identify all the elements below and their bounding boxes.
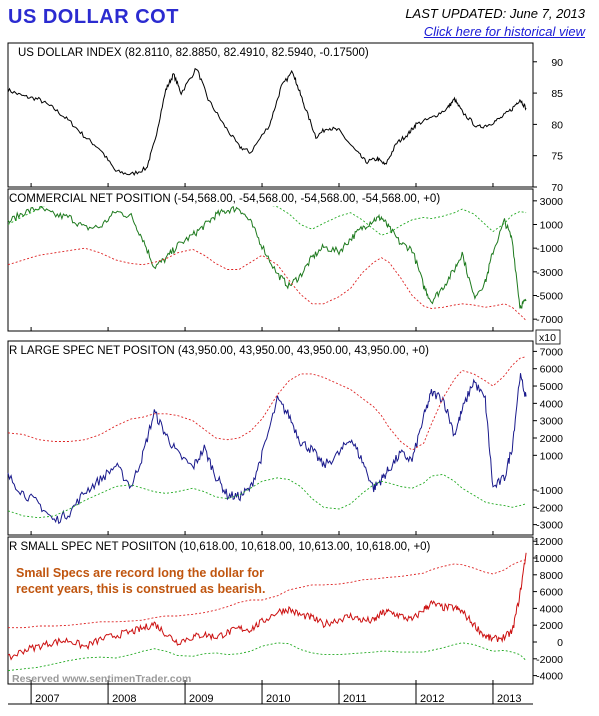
panel-title-bg xyxy=(9,539,434,554)
small-spec-upper-band-line xyxy=(8,559,527,629)
panel-frame xyxy=(7,42,534,188)
unit-label: x10 xyxy=(539,332,556,344)
y-tick-label: 7000 xyxy=(540,346,564,358)
y-tick-label: 2000 xyxy=(540,620,564,632)
y-tick-label: 0 xyxy=(557,637,563,649)
panel-frame xyxy=(7,188,534,332)
y-tick-label: 6000 xyxy=(540,364,564,376)
x-axis-label: 2011 xyxy=(343,693,367,705)
x-axis-label: 2010 xyxy=(266,693,290,705)
panel-title: R SMALL SPEC NET POSIITON (10,618.00, 10… xyxy=(9,541,431,553)
y-tick-label: -7000 xyxy=(536,314,563,326)
panel-commercial: 3000 1000 -1000 -3000 -5000 -7000 COMMERCIAL N… xyxy=(7,188,564,345)
commercial-lower-band-line xyxy=(7,247,527,321)
y-tick-label: 10000 xyxy=(534,553,563,565)
y-tick-label: 8000 xyxy=(540,570,564,582)
small-spec-net-position-line xyxy=(7,552,527,661)
y-tick-label: 80 xyxy=(551,119,563,131)
panel-title: R LARGE SPEC NET POSITON (43,950.00, 43,… xyxy=(9,345,429,357)
commercial-net-position-line xyxy=(7,205,527,309)
y-tick-label: 90 xyxy=(551,57,563,69)
watermark: Reserved www.sentimenTrader.com xyxy=(12,673,191,685)
panel-title-bg xyxy=(9,191,444,206)
annotation-text: recent years, this is construed as beari… xyxy=(16,582,265,596)
y-tick-label: -2000 xyxy=(536,654,563,666)
x-axis-label: 2008 xyxy=(112,693,136,705)
panel-title-bg xyxy=(9,45,372,60)
panel-small-spec: 12000 10000 8000 6000 4000 2000 0 -2000 -4000 R S… xyxy=(7,536,564,685)
unit-label-box xyxy=(535,329,561,345)
y-tick-label: -1000 xyxy=(536,243,563,255)
y-tick-label: 70 xyxy=(551,182,563,194)
y-tick-label: 3000 xyxy=(540,196,564,208)
y-tick-label: 3000 xyxy=(540,416,564,428)
panel-large-spec: 7000 6000 5000 4000 3000 2000 1000 -1000 -2000 -3… xyxy=(7,340,564,536)
large-spec-net-position-line xyxy=(7,373,527,525)
y-tick-label: -1000 xyxy=(536,485,563,497)
y-tick-label: -5000 xyxy=(536,291,563,303)
panel-frame xyxy=(7,340,534,536)
x-axis-label: 2007 xyxy=(35,693,59,705)
annotation-text: Small Specs are record long the dollar f… xyxy=(16,566,264,580)
historical-view-link[interactable]: Click here for historical view xyxy=(423,24,585,39)
panel-dollar-index: 90 85 80 75 70 US DOLLAR INDEX (82.8110, 82.8… xyxy=(7,42,563,194)
y-tick-label: 85 xyxy=(551,88,563,100)
y-tick-label: 5000 xyxy=(540,381,564,393)
y-tick-label: -4000 xyxy=(536,671,563,683)
last-updated-text: LAST UPDATED: June 7, 2013 xyxy=(405,6,585,21)
large-spec-lower-band-line xyxy=(7,473,527,519)
large-spec-upper-band-line xyxy=(7,356,527,451)
x-axis: 2007 2008 2009 2010 2011 2012 2013 xyxy=(8,684,533,705)
small-spec-lower-band-line xyxy=(7,642,527,672)
y-tick-label: 1000 xyxy=(540,220,564,232)
panel-title-bg xyxy=(9,343,432,358)
y-tick-label: -2000 xyxy=(536,502,563,514)
y-tick-label: -3000 xyxy=(536,520,563,532)
x-axis-label: 2013 xyxy=(497,693,521,705)
page-title: US DOLLAR COT xyxy=(8,6,179,28)
y-tick-label: 2000 xyxy=(540,433,564,445)
panel-title: US DOLLAR INDEX (82.8110, 82.8850, 82.49… xyxy=(18,47,369,59)
y-tick-label: -3000 xyxy=(536,267,563,279)
x-axis-label: 2012 xyxy=(420,693,444,705)
x-axis-label: 2009 xyxy=(189,693,213,705)
y-tick-label: 4000 xyxy=(540,398,564,410)
y-tick-label: 12000 xyxy=(534,536,563,548)
panel-frame xyxy=(7,536,534,685)
y-tick-label: 75 xyxy=(551,151,563,163)
y-tick-label: 1000 xyxy=(540,450,564,462)
panel-title: COMMERCIAL NET POSITION (-54,568.00, -54… xyxy=(9,193,440,205)
y-tick-label: 4000 xyxy=(540,603,564,615)
y-tick-label: 6000 xyxy=(540,587,564,599)
dollar-index-index-line xyxy=(7,67,527,177)
